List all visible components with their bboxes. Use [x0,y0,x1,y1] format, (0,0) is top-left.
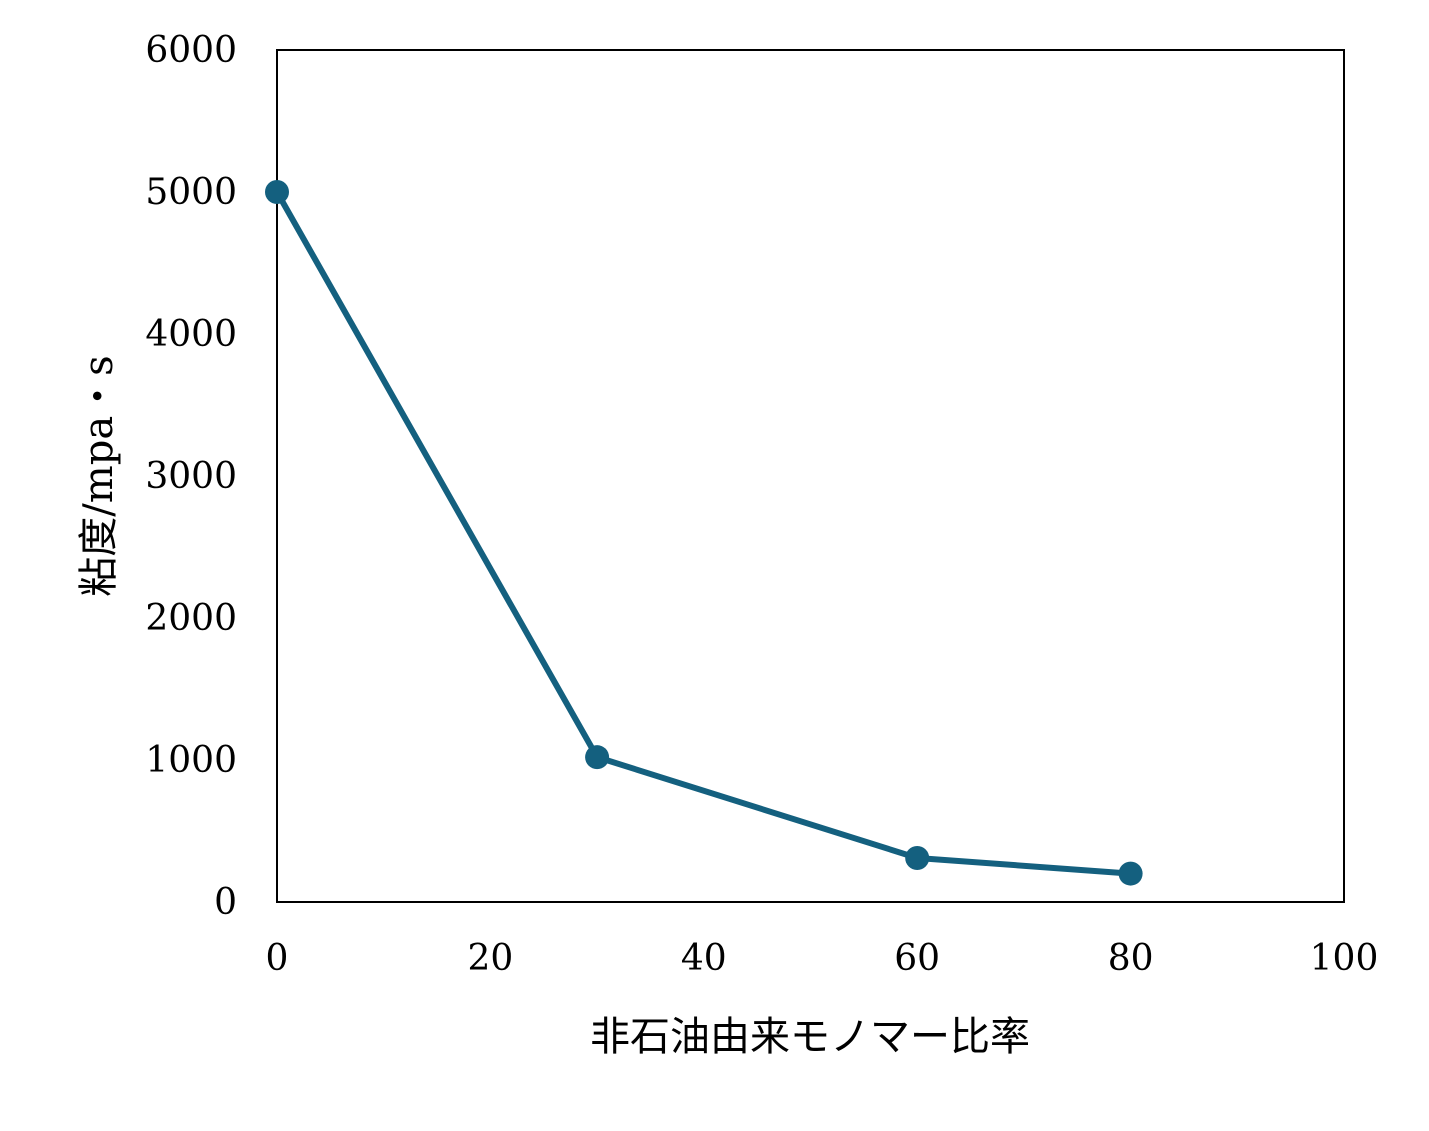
y-tick-label: 1000 [145,740,237,781]
x-tick-label: 40 [681,938,727,979]
series-line [274,190,1131,877]
y-tick-labels: 0 1000 2000 3000 4000 5000 6000 [145,30,237,923]
x-tick-labels: 0 20 40 60 80 100 [266,938,1379,979]
x-tick-label: 60 [894,938,940,979]
data-point [265,180,289,204]
y-tick-label: 4000 [145,314,237,355]
plot-frame [276,49,1345,903]
y-tick-label: 3000 [145,456,237,497]
series-layer [265,180,1143,886]
y-tick-label: 0 [214,882,237,923]
y-tick-label: 6000 [145,30,237,71]
x-axis-title: 非石油由来モノマー比率 [590,1014,1030,1060]
x-tick-label: 80 [1108,938,1154,979]
x-tick-label: 0 [266,938,289,979]
y-tick-label: 5000 [145,172,237,213]
data-point [905,845,930,870]
y-axis-title: 粘度/mpa・s [76,355,122,596]
data-point [585,745,610,770]
y-tick-label: 2000 [145,598,237,639]
data-point [1118,861,1143,886]
x-tick-label: 20 [467,938,513,979]
x-tick-label: 100 [1310,938,1379,979]
